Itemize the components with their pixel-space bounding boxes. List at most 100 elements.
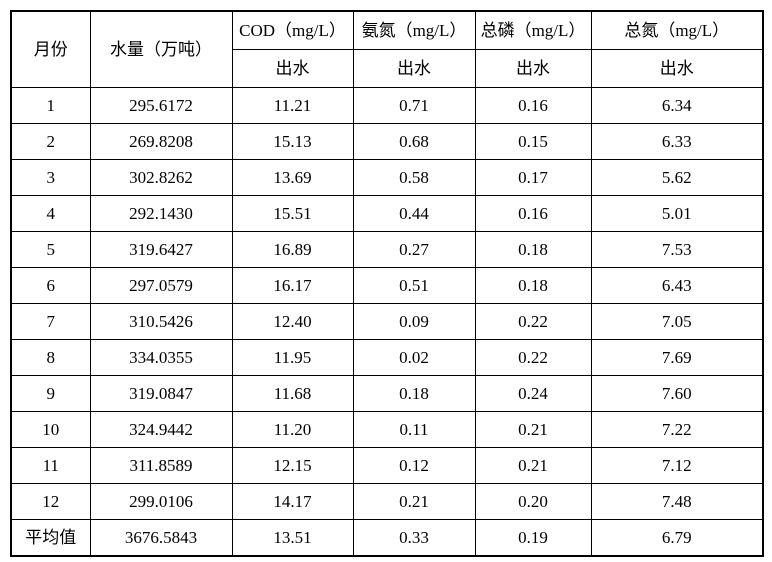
month-cell: 6 — [10, 267, 91, 304]
header-ammonia-nitrogen: 氨氮（mg/L） — [352, 10, 476, 50]
month-cell: 8 — [10, 339, 91, 376]
water-volume-cell: 334.0355 — [89, 339, 233, 376]
water-volume-cell: 269.8208 — [89, 123, 233, 160]
water-volume-cell: 292.1430 — [89, 195, 233, 232]
phosphorus-cell: 0.18 — [474, 267, 592, 304]
water-volume-cell: 3676.5843 — [89, 519, 233, 557]
month-cell: 7 — [10, 303, 91, 340]
water-volume-cell: 297.0579 — [89, 267, 233, 304]
month-cell: 3 — [10, 159, 91, 196]
month-cell: 2 — [10, 123, 91, 160]
phosphorus-cell: 0.21 — [474, 447, 592, 484]
water-volume-cell: 324.9442 — [89, 411, 233, 448]
subheader-cod-effluent: 出水 — [231, 49, 354, 88]
table-row: 4 292.1430 15.51 0.44 0.16 5.01 — [10, 195, 764, 232]
cod-cell: 11.68 — [231, 375, 354, 412]
phosphorus-cell: 0.18 — [474, 231, 592, 268]
table-row: 7 310.5426 12.40 0.09 0.22 7.05 — [10, 303, 764, 340]
table-row: 5 319.6427 16.89 0.27 0.18 7.53 — [10, 231, 764, 268]
cod-cell: 15.51 — [231, 195, 354, 232]
water-quality-table-container: 月份 水量（万吨） COD（mg/L） 氨氮（mg/L） 总磷（mg/L） 总氮… — [10, 10, 764, 557]
ammonia-cell: 0.02 — [352, 339, 476, 376]
nitrogen-cell: 5.62 — [590, 159, 764, 196]
table-row: 3 302.8262 13.69 0.58 0.17 5.62 — [10, 159, 764, 196]
ammonia-cell: 0.18 — [352, 375, 476, 412]
water-volume-cell: 299.0106 — [89, 483, 233, 520]
cod-cell: 15.13 — [231, 123, 354, 160]
header-total-phosphorus: 总磷（mg/L） — [474, 10, 592, 50]
water-volume-cell: 319.6427 — [89, 231, 233, 268]
cod-cell: 11.20 — [231, 411, 354, 448]
cod-cell: 13.69 — [231, 159, 354, 196]
month-cell: 10 — [10, 411, 91, 448]
ammonia-cell: 0.58 — [352, 159, 476, 196]
table-row: 10 324.9442 11.20 0.11 0.21 7.22 — [10, 411, 764, 448]
water-volume-cell: 311.8589 — [89, 447, 233, 484]
nitrogen-cell: 6.34 — [590, 87, 764, 124]
nitrogen-cell: 7.22 — [590, 411, 764, 448]
phosphorus-cell: 0.15 — [474, 123, 592, 160]
cod-cell: 16.17 — [231, 267, 354, 304]
phosphorus-cell: 0.16 — [474, 87, 592, 124]
ammonia-cell: 0.11 — [352, 411, 476, 448]
ammonia-cell: 0.27 — [352, 231, 476, 268]
nitrogen-cell: 6.79 — [590, 519, 764, 557]
subheader-phosphorus-effluent: 出水 — [474, 49, 592, 88]
cod-cell: 12.15 — [231, 447, 354, 484]
header-month: 月份 — [10, 10, 91, 88]
month-cell: 12 — [10, 483, 91, 520]
phosphorus-cell: 0.21 — [474, 411, 592, 448]
table-row-average: 平均值 3676.5843 13.51 0.33 0.19 6.79 — [10, 519, 764, 557]
month-cell: 1 — [10, 87, 91, 124]
month-cell: 11 — [10, 447, 91, 484]
table-row: 12 299.0106 14.17 0.21 0.20 7.48 — [10, 483, 764, 520]
phosphorus-cell: 0.22 — [474, 339, 592, 376]
ammonia-cell: 0.21 — [352, 483, 476, 520]
nitrogen-cell: 7.12 — [590, 447, 764, 484]
nitrogen-cell: 7.53 — [590, 231, 764, 268]
ammonia-cell: 0.33 — [352, 519, 476, 557]
nitrogen-cell: 7.69 — [590, 339, 764, 376]
table-row: 2 269.8208 15.13 0.68 0.15 6.33 — [10, 123, 764, 160]
table-row: 1 295.6172 11.21 0.71 0.16 6.34 — [10, 87, 764, 124]
water-volume-cell: 319.0847 — [89, 375, 233, 412]
nitrogen-cell: 7.05 — [590, 303, 764, 340]
table-row: 11 311.8589 12.15 0.12 0.21 7.12 — [10, 447, 764, 484]
nitrogen-cell: 6.33 — [590, 123, 764, 160]
header-total-nitrogen: 总氮（mg/L） — [590, 10, 764, 50]
cod-cell: 11.95 — [231, 339, 354, 376]
month-cell: 平均值 — [10, 519, 91, 557]
water-quality-table: 月份 水量（万吨） COD（mg/L） 氨氮（mg/L） 总磷（mg/L） 总氮… — [10, 10, 764, 557]
nitrogen-cell: 5.01 — [590, 195, 764, 232]
phosphorus-cell: 0.16 — [474, 195, 592, 232]
cod-cell: 11.21 — [231, 87, 354, 124]
header-water-volume: 水量（万吨） — [89, 10, 233, 88]
ammonia-cell: 0.09 — [352, 303, 476, 340]
header-cod: COD（mg/L） — [231, 10, 354, 50]
water-volume-cell: 310.5426 — [89, 303, 233, 340]
month-cell: 5 — [10, 231, 91, 268]
month-cell: 9 — [10, 375, 91, 412]
subheader-nitrogen-effluent: 出水 — [590, 49, 764, 88]
header-row-sub: 出水 出水 出水 出水 — [11, 49, 764, 88]
header-row-main: 月份 水量（万吨） COD（mg/L） 氨氮（mg/L） 总磷（mg/L） 总氮… — [10, 10, 764, 88]
month-cell: 4 — [10, 195, 91, 232]
table-body: 1 295.6172 11.21 0.71 0.16 6.34 2 269.8208 15.13… — [10, 87, 764, 557]
ammonia-cell: 0.71 — [352, 87, 476, 124]
ammonia-cell: 0.12 — [352, 447, 476, 484]
ammonia-cell: 0.51 — [352, 267, 476, 304]
cod-cell: 12.40 — [231, 303, 354, 340]
phosphorus-cell: 0.24 — [474, 375, 592, 412]
phosphorus-cell: 0.19 — [474, 519, 592, 557]
water-volume-cell: 302.8262 — [89, 159, 233, 196]
ammonia-cell: 0.44 — [352, 195, 476, 232]
table-row: 8 334.0355 11.95 0.02 0.22 7.69 — [10, 339, 764, 376]
cod-cell: 13.51 — [231, 519, 354, 557]
table-row: 9 319.0847 11.68 0.18 0.24 7.60 — [10, 375, 764, 412]
nitrogen-cell: 7.48 — [590, 483, 764, 520]
cod-cell: 14.17 — [231, 483, 354, 520]
phosphorus-cell: 0.20 — [474, 483, 592, 520]
subheader-ammonia-effluent: 出水 — [352, 49, 476, 88]
nitrogen-cell: 6.43 — [590, 267, 764, 304]
table-header: 月份 水量（万吨） COD（mg/L） 氨氮（mg/L） 总磷（mg/L） 总氮… — [10, 10, 764, 88]
